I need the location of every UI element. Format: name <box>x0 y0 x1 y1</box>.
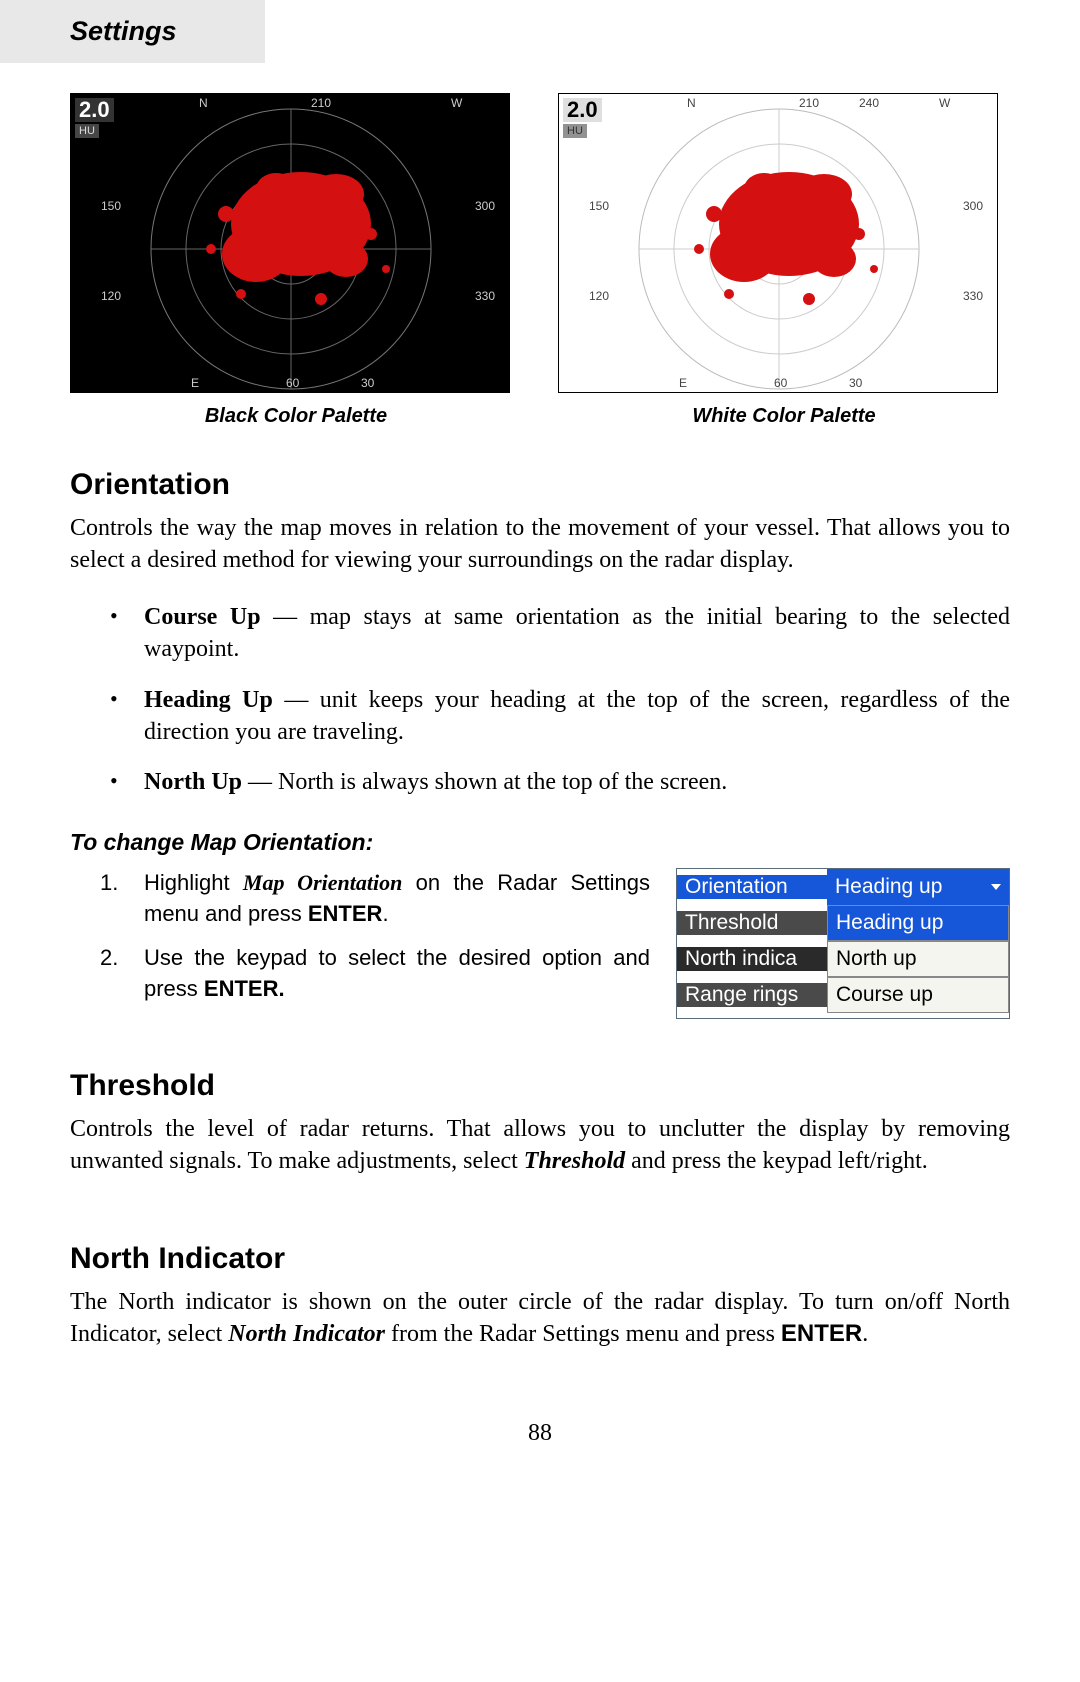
threshold-heading: Threshold <box>70 1069 1010 1103</box>
step-1: Highlight Map Orientation on the Radar S… <box>144 868 650 930</box>
radar-black-svg <box>71 94 511 394</box>
orientation-dropdown-screenshot: Orientation Heading up Threshold Heading… <box>676 868 1010 1019</box>
dd-range-rings-label: Range rings <box>677 983 827 1007</box>
orientation-heading: Orientation <box>70 468 1010 502</box>
settings-tab-header: Settings <box>0 0 265 63</box>
steps-and-dropdown: Highlight Map Orientation on the Radar S… <box>70 868 1010 1019</box>
bullet-north-up: North Up — North is always shown at the … <box>144 766 1010 798</box>
radar-white-column: 2.0 HU N 210 240 W 150 120 300 330 E 60 … <box>558 93 1010 428</box>
compass-330: 330 <box>475 289 495 303</box>
dd-orientation-value[interactable]: Heading up <box>827 869 1009 905</box>
radar-screenshot-row: 2.0 HU N 210 W 150 120 300 330 E 60 30 B… <box>70 93 1010 428</box>
black-palette-caption: Black Color Palette <box>70 405 522 428</box>
radar-hu-label: HU <box>75 124 99 138</box>
compass-300: 300 <box>475 199 495 213</box>
orientation-bullets: Course Up — map stays at same orientatio… <box>70 601 1010 799</box>
dd-north-indica-row[interactable]: North indica North up <box>677 941 1009 977</box>
dd-option-north-up[interactable]: North up <box>827 941 1009 977</box>
dd-north-indica-label: North indica <box>677 947 827 971</box>
compass-60: 60 <box>286 376 299 390</box>
page-number: 88 <box>70 1420 1010 1447</box>
white-palette-caption: White Color Palette <box>558 405 1010 428</box>
orientation-steps: Highlight Map Orientation on the Radar S… <box>70 868 650 1019</box>
dd-threshold-row[interactable]: Threshold Heading up <box>677 905 1009 941</box>
dd-threshold-label: Threshold <box>677 911 827 935</box>
compass-e: E <box>191 376 199 390</box>
compass-w-w: W <box>939 96 950 110</box>
dd-option-heading-up[interactable]: Heading up <box>827 905 1009 941</box>
dd-range-rings-row[interactable]: Range rings Course up <box>677 977 1009 1013</box>
compass-e-w: E <box>679 376 687 390</box>
compass-150-w: 150 <box>589 199 609 213</box>
compass-120-w: 120 <box>589 289 609 303</box>
radar-black-column: 2.0 HU N 210 W 150 120 300 330 E 60 30 B… <box>70 93 522 428</box>
compass-120: 120 <box>101 289 121 303</box>
radar-white-palette-image: 2.0 HU N 210 240 W 150 120 300 330 E 60 … <box>558 93 998 393</box>
compass-240-w: 240 <box>859 96 879 110</box>
compass-150: 150 <box>101 199 121 213</box>
settings-tab-label: Settings <box>70 16 177 46</box>
compass-n-w: N <box>687 96 696 110</box>
compass-w: W <box>451 96 462 110</box>
north-indicator-heading: North Indicator <box>70 1242 1010 1276</box>
radar-black-palette-image: 2.0 HU N 210 W 150 120 300 330 E 60 30 <box>70 93 510 393</box>
compass-30-w: 30 <box>849 376 862 390</box>
change-orientation-subhead: To change Map Orientation: <box>70 829 1010 856</box>
radar-range-label: 2.0 <box>75 98 114 122</box>
dd-orientation-label: Orientation <box>677 875 827 899</box>
radar-hu-label-w: HU <box>563 124 587 138</box>
radar-range-label-w: 2.0 <box>563 98 602 122</box>
compass-210: 210 <box>311 96 331 110</box>
compass-330-w: 330 <box>963 289 983 303</box>
compass-210-w: 210 <box>799 96 819 110</box>
compass-300-w: 300 <box>963 199 983 213</box>
compass-30: 30 <box>361 376 374 390</box>
radar-white-svg <box>559 94 999 394</box>
page-container: Settings <box>0 0 1080 1497</box>
orientation-intro: Controls the way the map moves in relati… <box>70 512 1010 577</box>
dd-option-course-up[interactable]: Course up <box>827 977 1009 1013</box>
threshold-paragraph: Controls the level of radar returns. Tha… <box>70 1113 1010 1178</box>
compass-n: N <box>199 96 208 110</box>
bullet-heading-up: Heading Up — unit keeps your heading at … <box>144 684 1010 749</box>
bullet-course-up: Course Up — map stays at same orientatio… <box>144 601 1010 666</box>
step-2: Use the keypad to select the desired opt… <box>144 943 650 1005</box>
compass-60-w: 60 <box>774 376 787 390</box>
dd-orientation-row[interactable]: Orientation Heading up <box>677 869 1009 905</box>
north-indicator-paragraph: The North indicator is shown on the oute… <box>70 1286 1010 1351</box>
